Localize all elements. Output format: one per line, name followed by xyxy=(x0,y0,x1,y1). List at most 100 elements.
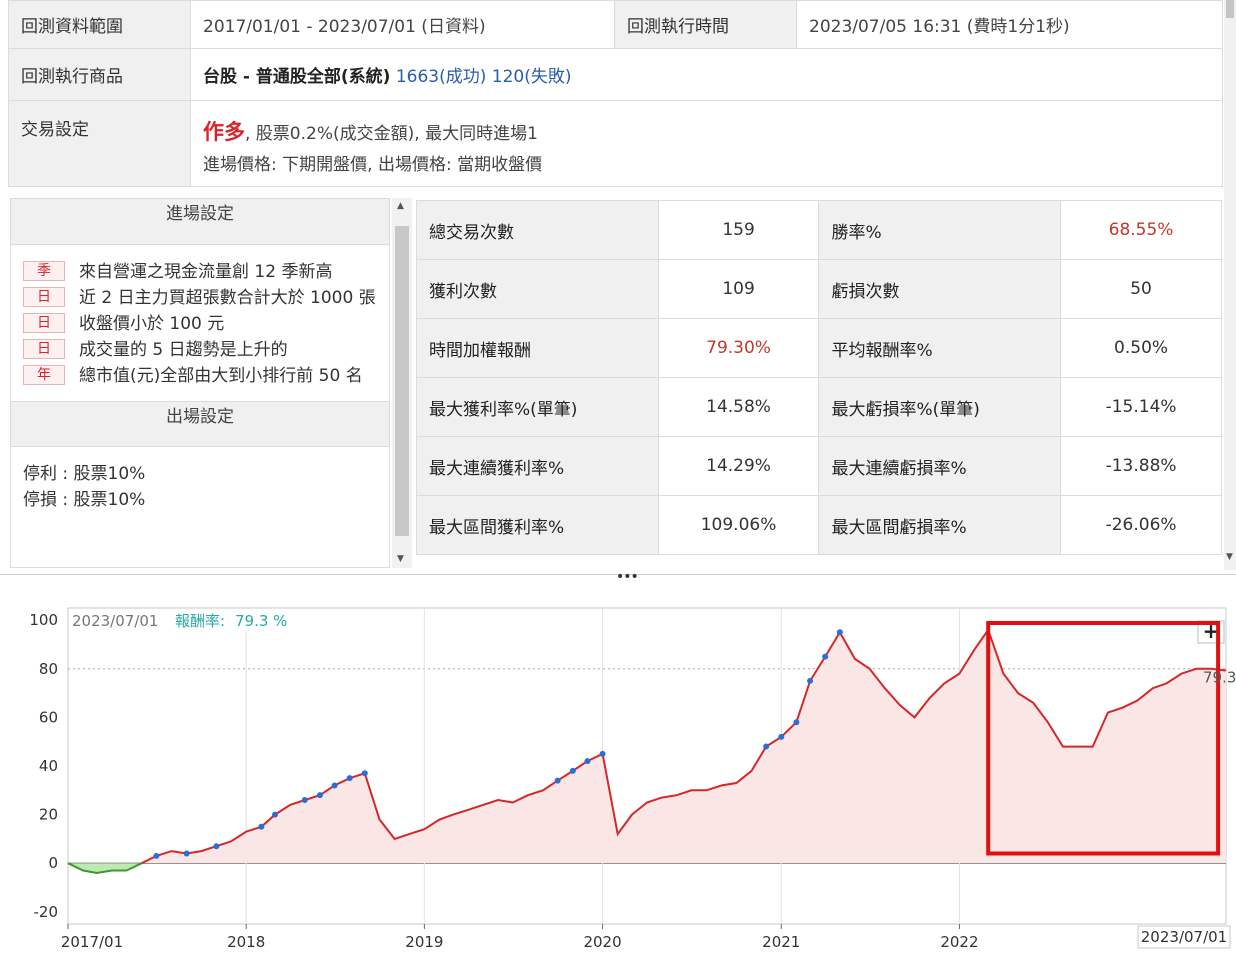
condition-freq-tag: 日 xyxy=(23,313,65,333)
y-tick-label: 40 xyxy=(39,757,58,775)
exit-conditions: 停利 : 股票10% 停損 : 股票10% xyxy=(11,447,389,527)
scroll-up-icon[interactable]: ▲ xyxy=(397,201,404,211)
stat-value: -26.06% xyxy=(1060,495,1222,555)
stat-label: 最大區間虧損率% xyxy=(818,495,1062,555)
stat-value: 109 xyxy=(657,259,820,319)
trade-marker xyxy=(763,743,770,750)
trade-line2: 進場價格: 下期開盤價, 出場價格: 當期收盤價 xyxy=(203,155,543,175)
x-tick-label: 2021 xyxy=(762,933,800,951)
trade-marker xyxy=(153,852,160,859)
x-tick-label: 2017/01 xyxy=(61,933,123,951)
legend-background xyxy=(69,609,291,631)
condition-freq-tag: 日 xyxy=(23,339,65,359)
stats-row: 獲利次數 109 虧損次數 50 xyxy=(416,259,1222,319)
range-value: 2017/01/01 - 2023/07/01 (日資料) xyxy=(190,0,615,49)
stat-label: 最大區間獲利率% xyxy=(416,495,659,555)
y-tick-label: 100 xyxy=(29,611,58,629)
stat-value: -13.88% xyxy=(1060,436,1222,496)
product-success-link[interactable]: 1663(成功) xyxy=(395,67,487,87)
condition-freq-tag: 年 xyxy=(23,365,65,385)
condition-text: 近 2 日主力買超張數合計大於 1000 張 xyxy=(79,288,376,308)
cursor-date-box xyxy=(1137,925,1231,949)
stats-row: 時間加權報酬 79.30% 平均報酬率% 0.50% xyxy=(416,318,1222,378)
entry-settings-title: 進場設定 xyxy=(11,199,389,245)
trade-marker xyxy=(183,850,190,857)
splitter-handle-icon[interactable]: ••• xyxy=(616,569,639,585)
trade-marker xyxy=(569,767,576,774)
trade-marker xyxy=(793,719,800,726)
stat-value: 159 xyxy=(657,200,820,260)
positive-area xyxy=(141,629,1227,864)
page-scroll-down-icon[interactable]: ▼ xyxy=(1226,552,1233,562)
stats-row: 最大區間獲利率% 109.06% 最大區間虧損率% -26.06% xyxy=(416,495,1222,555)
y-tick-label: 60 xyxy=(39,708,58,726)
stat-label: 獲利次數 xyxy=(416,259,659,319)
entry-condition: 季來自營運之現金流量創 12 季新高 xyxy=(23,259,377,285)
x-tick-label: 2019 xyxy=(405,933,443,951)
page-scroll-thumb[interactable] xyxy=(1226,0,1234,18)
exec-time-label: 回測執行時間 xyxy=(614,0,797,49)
condition-text: 成交量的 5 日趨勢是上升的 xyxy=(79,340,288,360)
condition-text: 總市值(元)全部由大到小排行前 50 名 xyxy=(79,366,363,386)
legend-label: 報酬率: xyxy=(175,612,225,630)
stat-value: 50 xyxy=(1060,259,1222,319)
y-tick-label: 80 xyxy=(39,660,58,678)
x-tick-label: 2022 xyxy=(940,933,978,951)
stat-value: 68.55% xyxy=(1060,200,1222,260)
legend-value: 79.3 % xyxy=(235,612,287,630)
page-scrollbar[interactable]: ▼ xyxy=(1224,0,1236,570)
trade-settings: 作多, 股票0.2%(成交金額), 最大同時進場1 進場價格: 下期開盤價, 出… xyxy=(190,100,1223,187)
trade-marker xyxy=(778,733,785,740)
trade-line1: , 股票0.2%(成交金額), 最大同時進場1 xyxy=(245,124,538,144)
trade-label: 交易設定 xyxy=(8,100,191,187)
scroll-down-icon[interactable]: ▼ xyxy=(397,554,404,564)
trade-marker xyxy=(301,797,308,804)
product-label: 回測執行商品 xyxy=(8,48,191,101)
settings-scrollbar[interactable]: ▲ ▼ xyxy=(392,198,412,568)
condition-text: 來自營運之現金流量創 12 季新高 xyxy=(79,262,333,282)
trade-marker xyxy=(554,777,561,784)
trade-marker xyxy=(807,677,814,684)
product-name: 台股 - 普通股全部(系統) xyxy=(203,67,391,87)
negative-return-line xyxy=(67,862,143,875)
stat-value: 79.30% xyxy=(657,318,820,378)
trade-marker xyxy=(316,792,323,799)
range-label: 回測資料範圍 xyxy=(8,0,191,49)
product-value: 台股 - 普通股全部(系統) 1663(成功) 120(失敗) xyxy=(190,48,1223,101)
trade-marker xyxy=(822,653,829,660)
entry-conditions: 季來自營運之現金流量創 12 季新高日近 2 日主力買超張數合計大於 1000 … xyxy=(11,245,389,401)
stats-row: 總交易次數 159 勝率% 68.55% xyxy=(416,200,1222,260)
entry-condition: 日近 2 日主力買超張數合計大於 1000 張 xyxy=(23,285,377,311)
trade-marker xyxy=(836,629,843,636)
settings-scroll-thumb[interactable] xyxy=(395,226,409,536)
trade-marker xyxy=(271,811,278,818)
panel-splitter[interactable]: ••• xyxy=(0,569,1236,585)
highlight-box xyxy=(986,621,1221,856)
stat-value: 0.50% xyxy=(1060,318,1222,378)
y-tick-label: -20 xyxy=(34,903,59,921)
strategy-settings-panel: 進場設定 季來自營運之現金流量創 12 季新高日近 2 日主力買超張數合計大於 … xyxy=(10,198,390,568)
y-tick-label: 20 xyxy=(39,806,58,824)
entry-condition: 日收盤價小於 100 元 xyxy=(23,311,377,337)
entry-condition: 日成交量的 5 日趨勢是上升的 xyxy=(23,337,377,363)
trade-marker xyxy=(258,823,265,830)
stat-label: 最大獲利率%(單筆) xyxy=(416,377,659,437)
trade-marker xyxy=(213,843,220,850)
last-value-label: 79.3 xyxy=(1203,669,1236,687)
trade-marker xyxy=(361,770,368,777)
stat-label: 平均報酬率% xyxy=(818,318,1062,378)
stat-value: 109.06% xyxy=(657,495,820,555)
stat-label: 勝率% xyxy=(818,200,1062,260)
stop-loss-text: 停損 : 股票10% xyxy=(23,490,146,510)
product-fail-link[interactable]: 120(失敗) xyxy=(491,67,572,87)
stat-label: 最大連續獲利率% xyxy=(416,436,659,496)
stat-label: 最大連續虧損率% xyxy=(818,436,1062,496)
cursor-date: 2023/07/01 xyxy=(1141,928,1227,946)
take-profit-text: 停利 : 股票10% xyxy=(23,464,146,484)
exit-settings-title: 出場設定 xyxy=(11,401,389,447)
stat-label: 總交易次數 xyxy=(416,200,659,260)
y-tick-label: 0 xyxy=(48,854,58,872)
backtest-info-table: 回測資料範圍 2017/01/01 - 2023/07/01 (日資料) 回測執… xyxy=(8,0,1223,187)
x-tick-label: 2018 xyxy=(227,933,265,951)
